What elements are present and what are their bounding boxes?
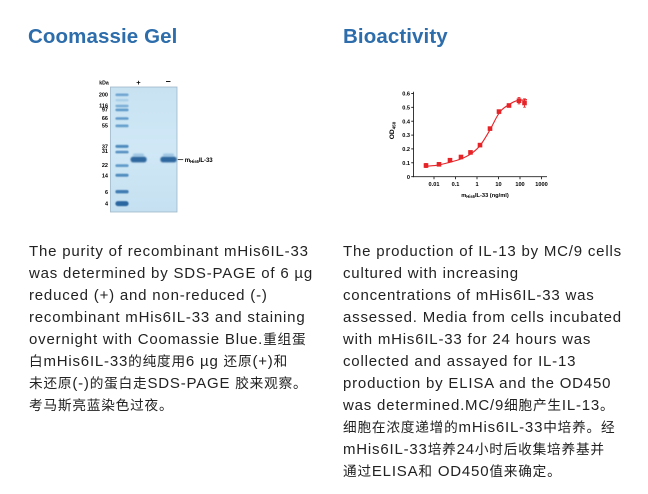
svg-text:0.6: 0.6 (402, 92, 410, 98)
svg-text:22: 22 (102, 163, 108, 169)
svg-text:–: – (166, 76, 171, 86)
svg-text:0.01: 0.01 (429, 182, 440, 188)
svg-text:+: + (136, 78, 141, 87)
svg-text:97: 97 (102, 108, 108, 114)
svg-text:1: 1 (475, 182, 478, 188)
svg-text:0.1: 0.1 (402, 161, 410, 167)
svg-text:kDa: kDa (99, 80, 109, 86)
svg-text:4: 4 (105, 201, 109, 207)
svg-text:1000: 1000 (535, 182, 547, 188)
svg-text:100: 100 (515, 182, 524, 188)
svg-text:66: 66 (102, 116, 108, 122)
svg-text:0.1: 0.1 (452, 182, 460, 188)
svg-text:55: 55 (102, 123, 108, 129)
svg-text:0: 0 (407, 175, 410, 181)
svg-text:0.2: 0.2 (402, 147, 410, 153)
svg-text:31: 31 (102, 149, 108, 155)
svg-text:mHis6IL-33 (ng/ml): mHis6IL-33 (ng/ml) (461, 193, 509, 199)
svg-text:37: 37 (102, 144, 108, 150)
svg-text:6: 6 (105, 190, 108, 196)
svg-text:116: 116 (99, 103, 108, 109)
svg-text:0.4: 0.4 (402, 119, 411, 125)
svg-text:0.5: 0.5 (402, 105, 410, 111)
svg-text:OD450: OD450 (389, 121, 396, 139)
svg-text:10: 10 (495, 182, 501, 188)
svg-text:0.3: 0.3 (402, 133, 410, 139)
svg-text:mHis6IL-33: mHis6IL-33 (185, 157, 213, 164)
svg-text:14: 14 (102, 174, 109, 180)
svg-text:200: 200 (99, 93, 108, 99)
